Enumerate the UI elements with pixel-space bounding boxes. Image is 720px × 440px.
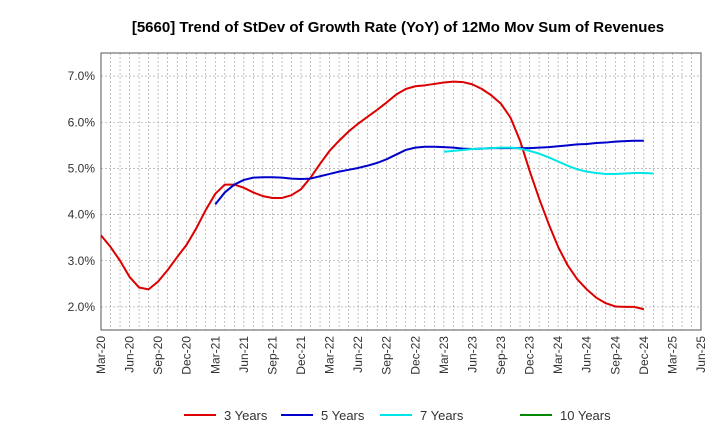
y-tick-label: 4.0% bbox=[68, 208, 96, 222]
x-tick-label: Sep-21 bbox=[265, 336, 279, 375]
legend: 3 Years 5 Years 7 Years 10 Years bbox=[184, 408, 611, 423]
series-line-5-years bbox=[214, 139, 644, 206]
x-tick-label: Sep-23 bbox=[494, 336, 508, 375]
x-tick-label: Jun-23 bbox=[465, 336, 479, 373]
grid bbox=[100, 53, 702, 330]
legend-label: 7 Years bbox=[420, 408, 464, 423]
x-tick-label: Sep-22 bbox=[380, 336, 394, 375]
x-tick-label: Jun-24 bbox=[580, 336, 594, 373]
x-tick-label: Mar-20 bbox=[94, 336, 108, 374]
series-line-3-years bbox=[100, 80, 645, 311]
x-tick-label: Jun-21 bbox=[237, 336, 251, 373]
y-tick-label: 7.0% bbox=[68, 69, 96, 83]
x-tick-label: Mar-24 bbox=[551, 336, 565, 374]
x-tick-label: Dec-22 bbox=[408, 336, 422, 375]
y-tick-label: 3.0% bbox=[68, 254, 96, 268]
x-tick-label: Mar-25 bbox=[665, 336, 679, 374]
series-line-7-years bbox=[443, 146, 654, 175]
plot-frame bbox=[100, 52, 702, 331]
x-tick-label: Jun-25 bbox=[694, 336, 708, 373]
legend-label: 10 Years bbox=[560, 408, 611, 423]
x-tick-label: Mar-21 bbox=[208, 336, 222, 374]
axes: 2.0% 3.0% 4.0% 5.0% 6.0% 7.0% Mar-20 Jun-20 Sep-… bbox=[68, 52, 708, 375]
y-tick-label: 2.0% bbox=[68, 300, 96, 314]
x-tick-label: Dec-23 bbox=[523, 336, 537, 375]
legend-label: 5 Years bbox=[321, 408, 365, 423]
x-tick-label: Sep-20 bbox=[151, 336, 165, 375]
x-tick-label: Mar-22 bbox=[323, 336, 337, 374]
x-tick-label: Dec-24 bbox=[637, 336, 651, 375]
chart-title: [5660] Trend of StDev of Growth Rate (Yo… bbox=[132, 19, 664, 36]
x-tick-label: Jun-20 bbox=[123, 336, 137, 373]
x-tick-label: Sep-24 bbox=[608, 336, 622, 375]
x-tick-label: Dec-21 bbox=[294, 336, 308, 375]
x-tick-label: Mar-23 bbox=[437, 336, 451, 374]
y-tick-label: 5.0% bbox=[68, 161, 96, 175]
legend-label: 3 Years bbox=[224, 408, 268, 423]
series-lines bbox=[100, 80, 654, 311]
y-tick-label: 6.0% bbox=[68, 115, 96, 129]
x-tick-label: Jun-22 bbox=[351, 336, 365, 373]
x-tick-label: Dec-20 bbox=[180, 336, 194, 375]
